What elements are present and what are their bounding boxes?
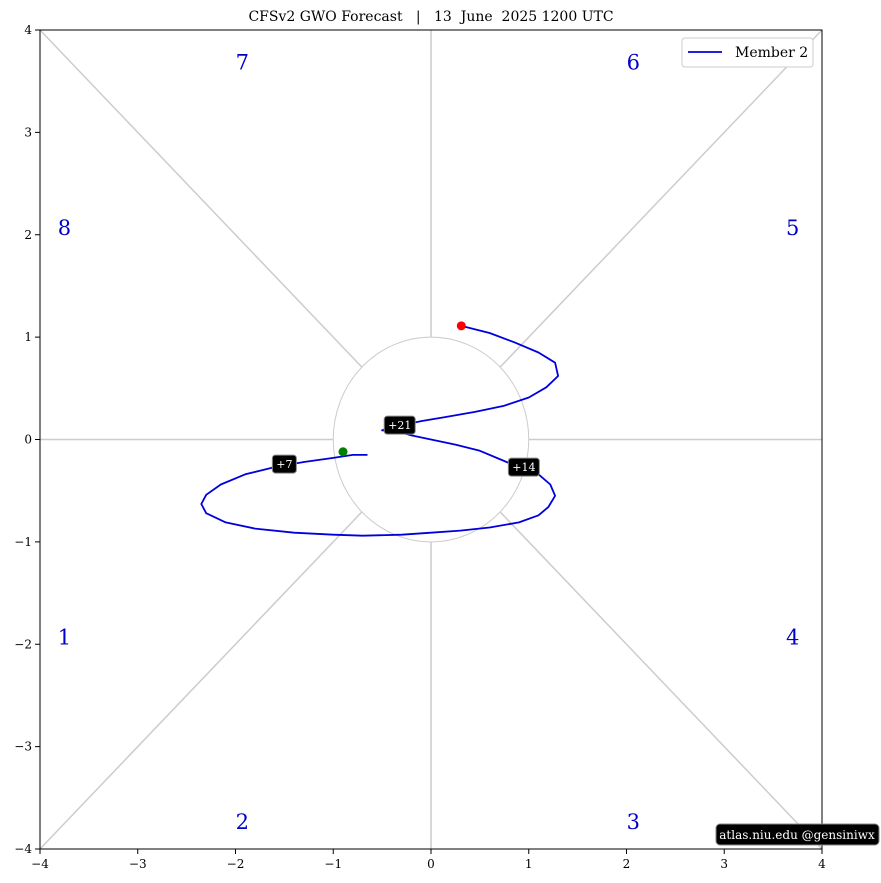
- x-tick-label: 1: [525, 857, 533, 871]
- phase-label: 1: [58, 626, 71, 650]
- phase-label: 4: [786, 626, 799, 650]
- legend: Member 2: [681, 37, 814, 68]
- day-label-box: [507, 457, 540, 477]
- phase-label: 5: [786, 216, 799, 240]
- x-tick-label: −2: [227, 857, 245, 871]
- day-label: +7: [271, 454, 297, 474]
- x-tick-label: 3: [720, 857, 728, 871]
- y-tick-label: 4: [24, 23, 32, 37]
- day-label: +21: [383, 415, 416, 435]
- series-line: [200, 325, 559, 537]
- phase-label: 8: [58, 216, 71, 240]
- phase-label: 6: [627, 50, 640, 74]
- phase-label: 7: [236, 50, 249, 74]
- x-tick-label: 0: [427, 857, 435, 871]
- y-tick-label: 2: [24, 228, 32, 242]
- series-layer: +7 +14 +21: [200, 321, 559, 537]
- axes: −4 −3 −2 −1 0 1 2 3 4 −4 −3 −2 −1 0 1 2 3 4: [14, 23, 826, 871]
- day-label-box: [271, 454, 297, 474]
- day-label-text: +7: [276, 458, 292, 471]
- y-tick-label: −1: [14, 535, 32, 549]
- day-label: +14: [507, 457, 540, 477]
- phase-label: 3: [627, 810, 640, 834]
- y-tick-label: 1: [24, 330, 32, 344]
- credit-text: atlas.niu.edu @gensiniwx: [719, 828, 875, 842]
- phase-guide-lines: [39, 29, 823, 850]
- day-label-text: +21: [388, 419, 411, 432]
- guide-line-diagonal: [499, 29, 823, 368]
- day-label-box: [383, 415, 416, 435]
- y-tick-label: −4: [14, 842, 32, 856]
- legend-entry: Member 2: [735, 45, 808, 61]
- y-tick-label: −2: [14, 637, 32, 651]
- chart-title: CFSv2 GWO Forecast | 13 June 2025 1200 U…: [248, 9, 613, 25]
- legend-box: [681, 37, 814, 68]
- day-label-text: +14: [512, 461, 535, 474]
- credit-badge: atlas.niu.edu @gensiniwx: [715, 823, 880, 846]
- x-tick-label: 2: [623, 857, 631, 871]
- phase-labels: 1 2 3 4 5 6 7 8: [58, 50, 800, 834]
- credit-box: [715, 823, 880, 846]
- y-tick-label: 0: [24, 433, 32, 447]
- guide-line-diagonal: [499, 511, 823, 850]
- x-tick-label: −4: [31, 857, 49, 871]
- guide-line-diagonal: [39, 511, 363, 850]
- x-tick-label: −3: [129, 857, 147, 871]
- x-tick-label: −1: [324, 857, 342, 871]
- guide-line-diagonal: [39, 29, 363, 368]
- phase-label: 2: [236, 810, 249, 834]
- end-marker: [338, 447, 348, 457]
- y-tick-label: 3: [24, 125, 32, 139]
- start-marker: [456, 321, 466, 331]
- y-tick-label: −3: [14, 740, 32, 754]
- x-tick-label: 4: [818, 857, 826, 871]
